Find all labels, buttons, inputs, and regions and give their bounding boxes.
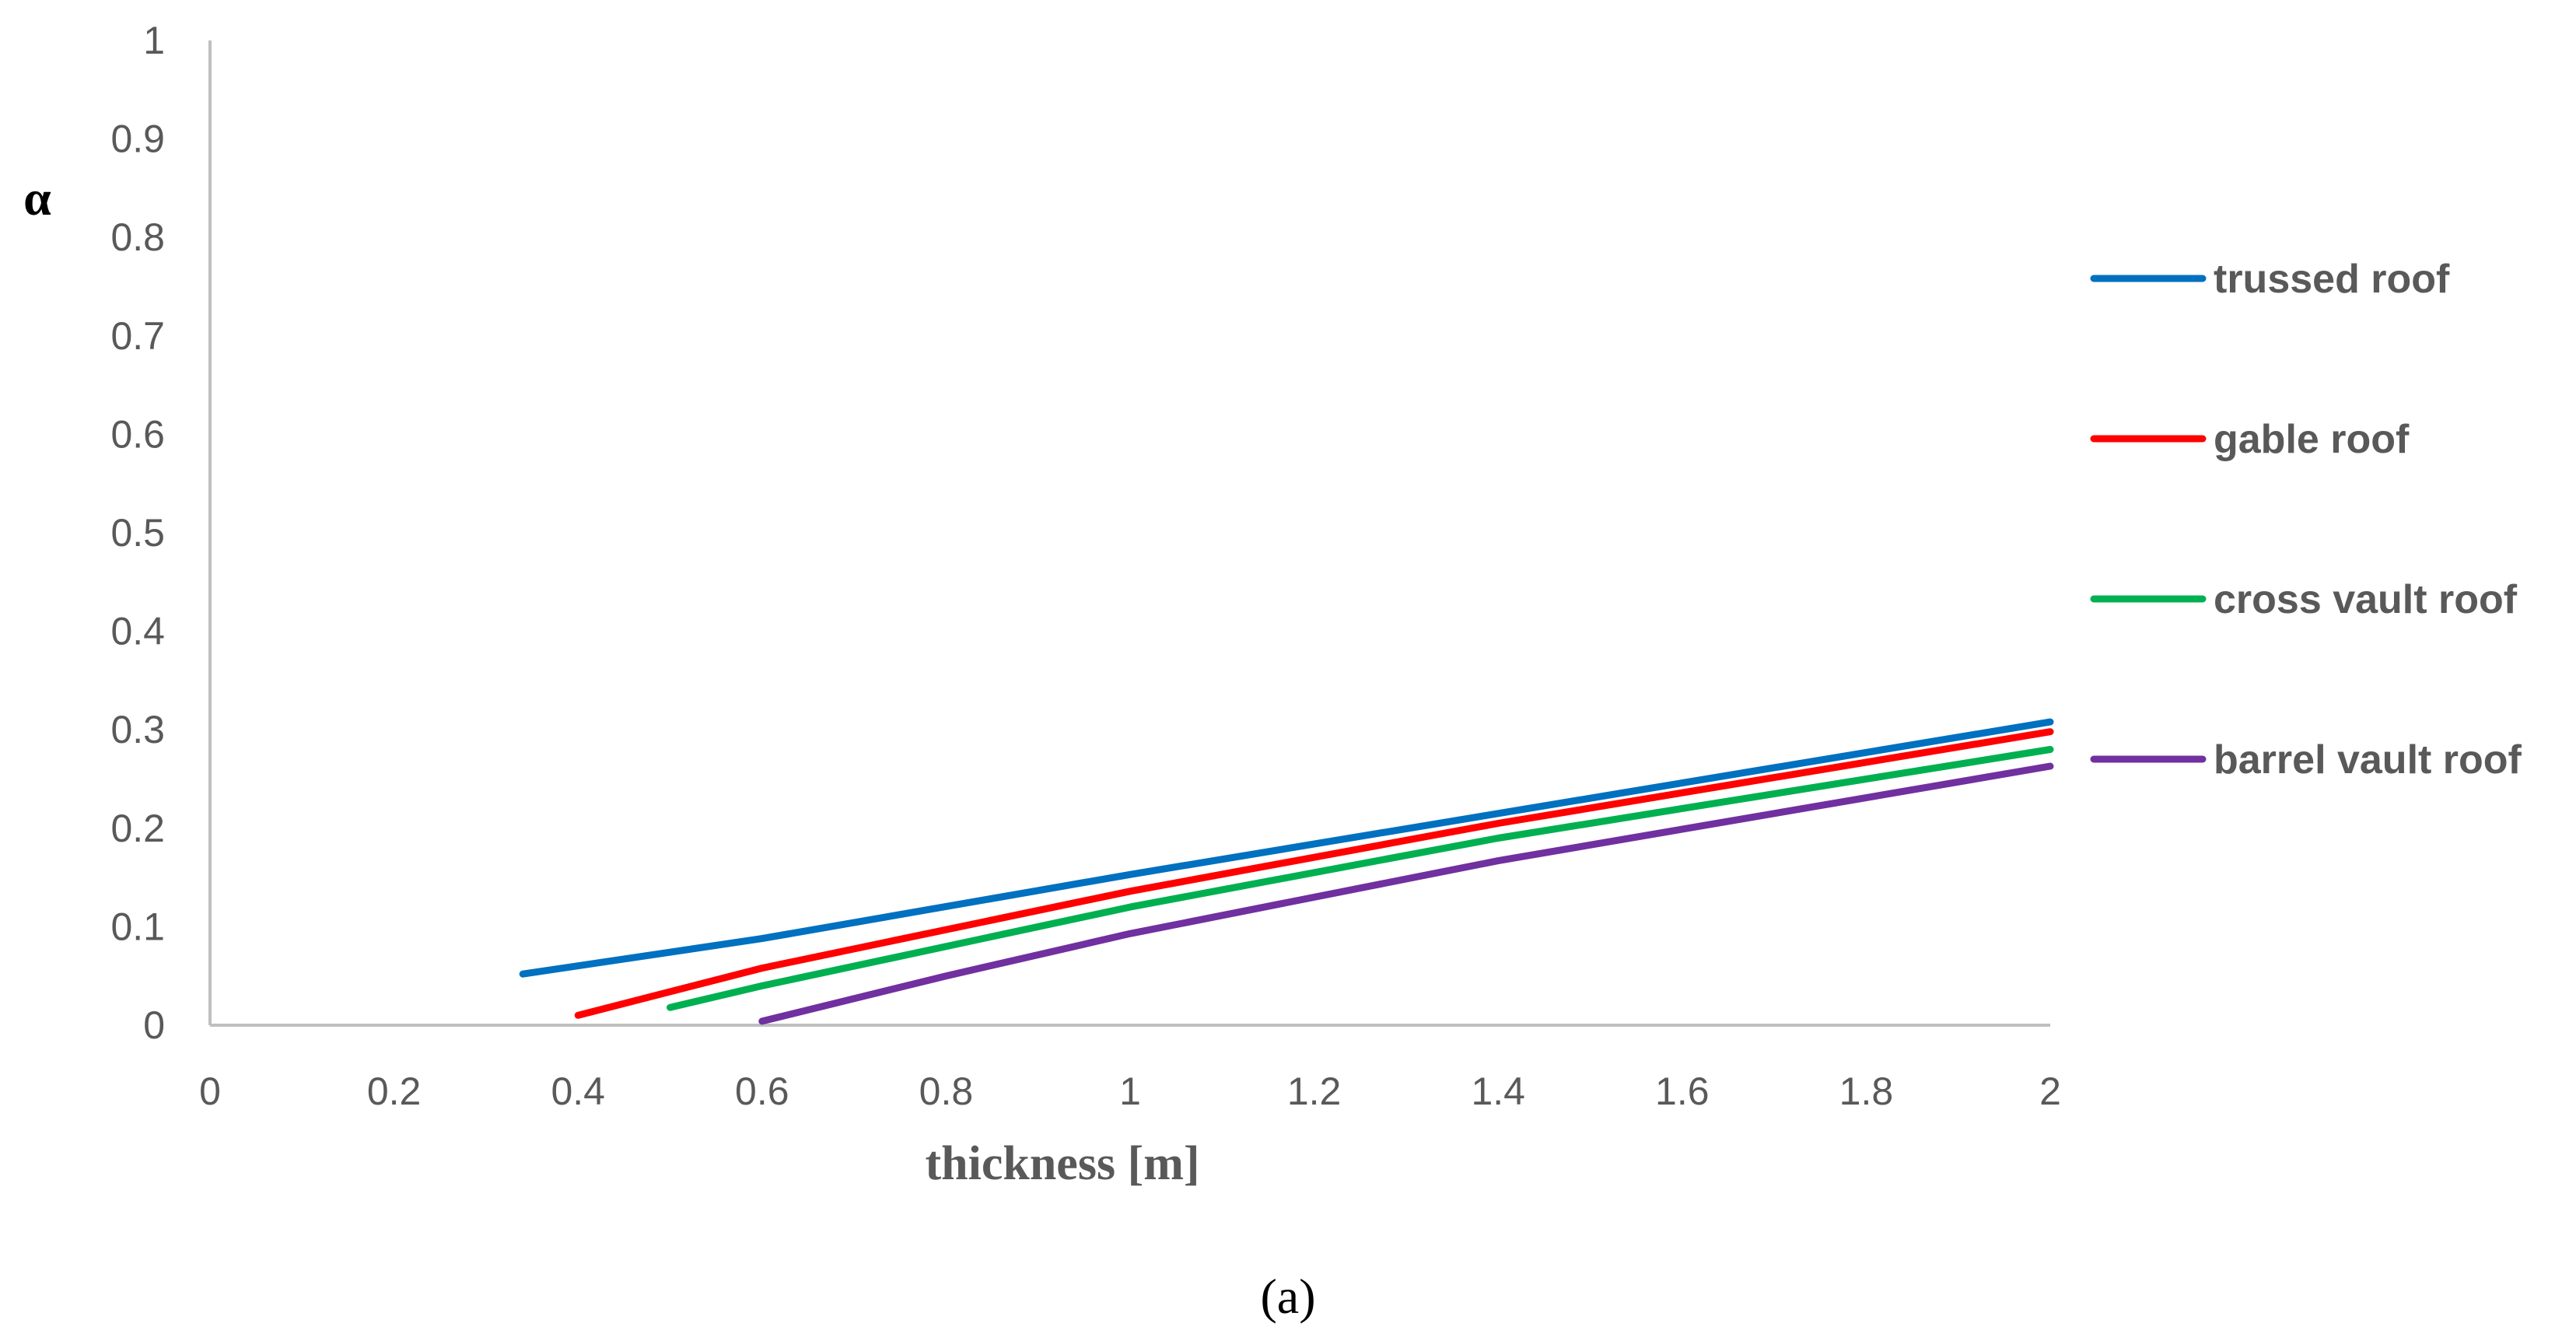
legend-item: barrel vault roof — [2090, 737, 2522, 783]
legend-label: cross vault roof — [2214, 577, 2518, 622]
x-tick-label: 0.2 — [367, 1070, 422, 1113]
x-tick-label: 0.6 — [735, 1070, 789, 1113]
y-tick-label: 0.7 — [110, 314, 165, 358]
legend-item: cross vault roof — [2090, 577, 2518, 622]
y-axis-title: α — [23, 170, 51, 226]
x-axis-title: thickness [m] — [925, 1137, 1199, 1190]
y-tick-label: 0 — [143, 1003, 165, 1047]
y-tick-label: 0.5 — [110, 511, 165, 555]
y-tick-label: 1 — [143, 19, 165, 62]
y-tick-label: 0.8 — [110, 215, 165, 259]
series-lines — [519, 718, 2054, 1025]
series-line-cross-vault-roof — [667, 746, 2054, 1011]
x-tick-label: 0.4 — [551, 1070, 605, 1113]
x-tick-label: 2 — [2039, 1070, 2061, 1113]
series-line-barrel-vault-roof — [758, 762, 2054, 1025]
x-tick-label: 1.8 — [1839, 1070, 1894, 1113]
x-tick-label: 1.4 — [1471, 1070, 1525, 1113]
legend-item: gable roof — [2090, 417, 2410, 462]
x-tick-label: 1.6 — [1655, 1070, 1710, 1113]
x-tick-label: 1.2 — [1287, 1070, 1342, 1113]
axes — [208, 40, 2050, 1027]
y-tick-labels: 0 0.1 0.2 0.3 0.4 0.5 0.6 0.7 0.8 0.9 1 — [110, 19, 165, 1047]
y-tick-label: 0.2 — [110, 807, 165, 850]
legend-item: trussed roof — [2090, 257, 2450, 302]
x-tick-labels: 0 0.2 0.4 0.6 0.8 1 1.2 1.4 1.6 1.8 2 — [199, 1070, 2061, 1113]
x-tick-label: 0 — [199, 1070, 221, 1113]
series-line-trussed-roof — [519, 718, 2054, 978]
y-tick-label: 0.1 — [110, 905, 165, 948]
x-tick-label: 0.8 — [919, 1070, 974, 1113]
legend-label: trussed roof — [2214, 257, 2450, 302]
figure-caption: (a) — [1260, 1269, 1315, 1324]
y-tick-label: 0.9 — [110, 117, 165, 161]
y-tick-label: 0.3 — [110, 708, 165, 751]
legend-label: gable roof — [2214, 417, 2410, 462]
x-tick-label: 1 — [1119, 1070, 1141, 1113]
series-line-gable-roof — [574, 728, 2054, 1019]
y-tick-label: 0.6 — [110, 412, 165, 456]
y-tick-label: 0.4 — [110, 610, 165, 653]
legend-label: barrel vault roof — [2214, 737, 2522, 783]
legend: trussed roof gable roof cross vault roof ba… — [2090, 257, 2522, 783]
